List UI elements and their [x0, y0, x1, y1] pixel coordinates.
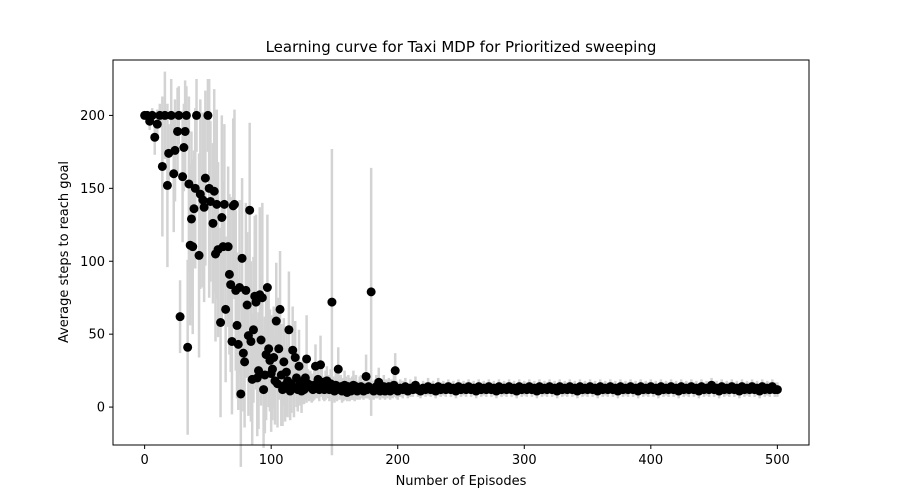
data-point — [236, 389, 246, 399]
data-point — [217, 213, 227, 222]
data-point — [275, 304, 285, 314]
data-point — [194, 250, 204, 260]
data-point — [166, 110, 176, 120]
data-point — [294, 361, 304, 371]
x-tick-label: 400 — [638, 453, 663, 468]
data-point — [229, 199, 239, 209]
data-point — [252, 373, 262, 383]
data-point — [224, 269, 234, 279]
data-point — [179, 143, 189, 152]
data-point — [256, 335, 266, 345]
data-point — [175, 312, 185, 322]
y-axis-label: Average steps to reach goal — [57, 161, 72, 343]
data-point — [262, 283, 272, 292]
data-point — [169, 169, 179, 179]
x-tick-label: 0 — [140, 453, 148, 468]
data-point — [189, 204, 199, 214]
data-point — [281, 367, 291, 377]
data-point — [259, 385, 269, 395]
x-tick-label: 300 — [512, 453, 537, 468]
data-point — [241, 285, 251, 295]
data-point — [242, 300, 252, 310]
data-point — [290, 353, 300, 362]
data-point — [772, 385, 782, 395]
data-point — [198, 195, 208, 205]
data-point — [223, 242, 233, 252]
data-point — [254, 366, 264, 376]
data-point — [333, 364, 343, 374]
data-point — [188, 242, 198, 252]
data-point — [237, 253, 247, 263]
x-axis-label: Number of Episodes — [396, 474, 527, 489]
y-tick-label: 100 — [80, 255, 105, 270]
data-point — [288, 345, 298, 355]
data-point — [240, 357, 250, 367]
data-point — [361, 371, 371, 381]
data-point — [180, 126, 190, 136]
data-point — [181, 110, 191, 120]
data-point — [274, 344, 284, 354]
data-point — [366, 287, 376, 297]
data-point — [170, 145, 180, 155]
data-point — [157, 161, 167, 171]
y-tick-label: 50 — [88, 328, 105, 343]
axes-frame — [112, 59, 810, 446]
data-point — [257, 293, 267, 303]
data-point — [273, 379, 283, 389]
data-point — [203, 110, 213, 120]
data-point — [200, 173, 210, 183]
chart-title: Learning curve for Taxi MDP for Prioriti… — [266, 38, 657, 56]
data-point — [284, 325, 294, 335]
data-point — [209, 186, 219, 196]
data-point — [183, 342, 193, 352]
data-point — [147, 110, 157, 120]
data-point — [178, 172, 188, 182]
data-point — [212, 199, 222, 209]
y-axis: 0 50 100 150 200 — [80, 109, 113, 416]
data-point — [190, 183, 200, 193]
x-tick-label: 200 — [385, 453, 410, 468]
y-tick-label: 200 — [80, 109, 105, 124]
data-point — [269, 353, 279, 362]
data-point — [316, 360, 326, 370]
data-point — [226, 280, 236, 290]
data-point — [248, 325, 258, 335]
data-point — [192, 110, 202, 120]
data-point — [208, 218, 218, 228]
data-point — [267, 364, 277, 374]
data-point — [251, 297, 261, 307]
data-point — [184, 179, 194, 189]
data-point — [152, 119, 162, 129]
data-point — [245, 205, 255, 215]
data-point — [264, 344, 274, 354]
data-point — [162, 180, 172, 190]
data-point — [174, 110, 184, 120]
data-point — [238, 348, 248, 358]
data-point — [390, 366, 400, 376]
data-point — [279, 357, 289, 367]
data-point — [221, 304, 231, 314]
data-point — [160, 110, 170, 120]
marker-layer — [140, 110, 782, 399]
data-point — [219, 199, 229, 209]
x-axis: 0 100 200 300 400 500 — [140, 445, 790, 468]
data-point — [173, 126, 183, 136]
data-point — [327, 297, 337, 307]
data-point — [216, 318, 226, 327]
data-point — [302, 354, 312, 364]
data-point — [150, 132, 160, 142]
data-point — [246, 336, 256, 346]
data-point — [199, 202, 209, 212]
data-point — [232, 320, 242, 330]
x-tick-label: 100 — [259, 453, 284, 468]
plot-area — [140, 71, 782, 467]
x-tick-label: 500 — [765, 453, 790, 468]
data-point — [186, 214, 196, 224]
y-tick-label: 150 — [80, 182, 105, 197]
data-point — [271, 316, 281, 326]
data-point — [233, 339, 243, 349]
y-tick-label: 0 — [97, 401, 105, 416]
